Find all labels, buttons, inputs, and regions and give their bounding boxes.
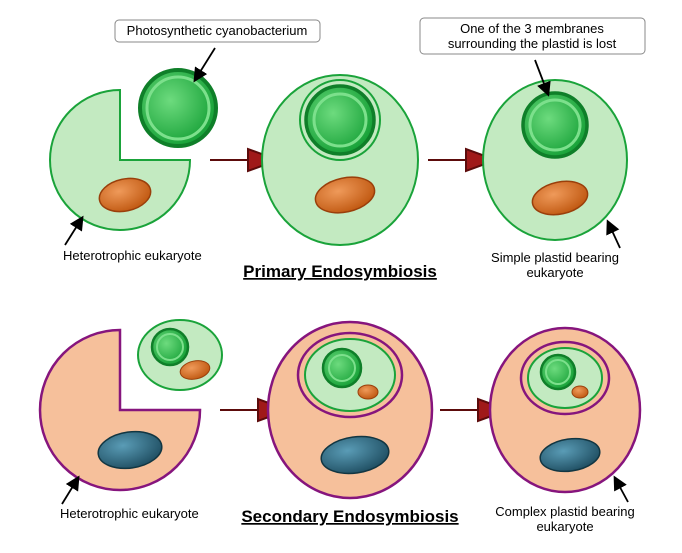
label-hetero-2: Heterotrophic eukaryote (60, 506, 199, 521)
label-cyanobacterium: Photosynthetic cyanobacterium (127, 23, 308, 38)
primary-cell-right (483, 80, 627, 240)
pointer-simple-plastid (608, 222, 620, 248)
secondary-cell-middle (268, 322, 432, 498)
engulfed-alga-left (138, 320, 222, 390)
label-membrane-lost-2: surrounding the plastid is lost (448, 36, 617, 51)
diagram-root: Photosynthetic cyanobacterium One of the… (0, 0, 682, 548)
cyanobacterium (140, 70, 216, 146)
label-membrane-lost-1: One of the 3 membranes (460, 21, 604, 36)
primary-cell-middle (262, 75, 418, 245)
secondary-cell-right (490, 328, 640, 492)
pointer-cyanobacterium (195, 48, 215, 80)
pointer-heteroeuk-2 (62, 478, 78, 504)
label-complex-plastid-2: eukaryote (536, 519, 593, 534)
diagram-svg: Photosynthetic cyanobacterium One of the… (0, 0, 682, 548)
secondary-cell-left (40, 320, 222, 490)
label-complex-plastid-1: Complex plastid bearing (495, 504, 634, 519)
label-hetero-1: Heterotrophic eukaryote (63, 248, 202, 263)
label-simple-plastid-1: Simple plastid bearing (491, 250, 619, 265)
primary-cell-left (50, 70, 216, 230)
pointer-heteroeuk-1 (65, 218, 82, 245)
title-primary: Primary Endosymbiosis (243, 262, 437, 281)
pointer-complex-plastid (615, 478, 628, 502)
label-simple-plastid-2: eukaryote (526, 265, 583, 280)
title-secondary: Secondary Endosymbiosis (241, 507, 458, 526)
